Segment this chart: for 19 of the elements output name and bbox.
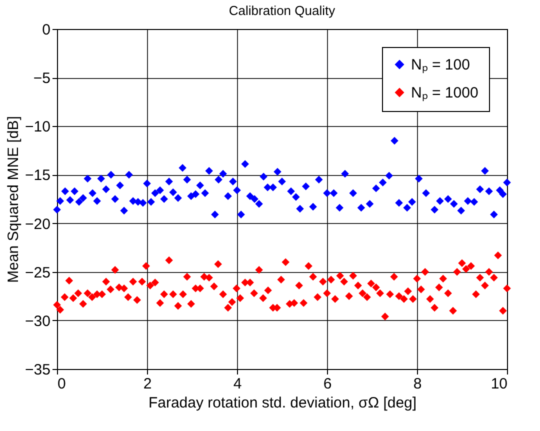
x-axis-title: Faraday rotation std. deviation, σΩ [deg] [148,394,417,412]
y-tick-label: −25 [25,264,50,282]
x-tick-label: 4 [233,376,242,392]
legend-label: Nₚ = 1000 [411,84,478,102]
x-tick-label: 10 [490,376,508,392]
x-tick-label: 6 [323,376,332,392]
y-tick-label: 0 [42,22,50,38]
y-axis-title: Mean Squared MNE [dB] [5,116,22,283]
y-tick-label: −15 [25,167,50,184]
legend-label: Nₚ = 100 [411,56,470,74]
chart-title: Calibration Quality [228,3,336,18]
x-tick-label: 8 [413,376,422,392]
y-tick-label: −5 [33,70,50,88]
x-tick-label: 2 [143,376,152,392]
y-tick-label: −35 [25,362,50,378]
y-tick-label: −20 [25,216,50,233]
y-tick-label: −10 [25,118,50,136]
y-tick-label: −30 [25,312,50,330]
x-tick-label: 0 [58,376,66,392]
